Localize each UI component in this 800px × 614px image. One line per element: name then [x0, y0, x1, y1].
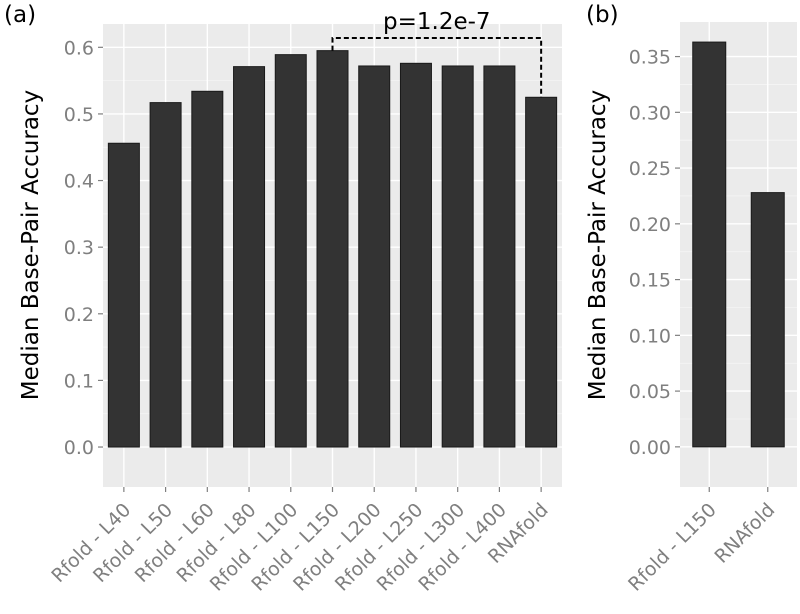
y-tick-label: 0.4	[64, 171, 94, 193]
y-tick-label: 0.5	[64, 104, 94, 126]
bar	[692, 41, 727, 448]
panel-a-label: (a)	[4, 2, 36, 28]
y-tick-label: 0.1	[64, 370, 94, 392]
bar	[233, 66, 266, 448]
y-tick-label: 0.10	[629, 325, 671, 347]
bar	[399, 62, 432, 448]
bar	[149, 102, 182, 448]
x-tick-label: Rfold - L150	[624, 499, 721, 596]
y-tick-label: 0.25	[629, 158, 671, 180]
panel-b-y-axis-title: Median Base-Pair Accuracy	[585, 90, 611, 400]
significance-bracket	[331, 36, 543, 98]
x-tick-label: RNAfold	[710, 499, 779, 568]
bar	[274, 54, 307, 448]
bar	[750, 192, 785, 448]
panel-a-y-axis-title: Median Base-Pair Accuracy	[18, 90, 44, 400]
panel-a-annotation: p=1.2e-7	[331, 9, 543, 98]
y-tick-label: 0.3	[64, 237, 94, 259]
p-value-label: p=1.2e-7	[383, 9, 491, 35]
y-tick-label: 0.15	[629, 270, 671, 292]
bar	[525, 96, 558, 448]
y-tick-label: 0.00	[629, 437, 671, 459]
bar	[483, 65, 516, 448]
panel-a-y-ticks: 0.0 0.1 0.2 0.3 0.4 0.5 0.6	[64, 37, 103, 459]
y-tick-label: 0.20	[629, 214, 671, 236]
panel-b: 0.00 0.05 0.10 0.15 0.20 0.25 0.30 0.35 Rfold -…	[585, 2, 797, 596]
panel-b-bars	[692, 41, 785, 448]
y-tick-label: 0.0	[64, 437, 94, 459]
bar	[441, 65, 474, 448]
bar	[191, 90, 224, 448]
bar	[316, 50, 349, 448]
panel-b-y-ticks: 0.00 0.05 0.10 0.15 0.20 0.25 0.30 0.35	[629, 47, 680, 459]
bar	[358, 65, 391, 448]
y-tick-label: 0.6	[64, 37, 94, 59]
panel-b-label: (b)	[586, 2, 619, 28]
y-tick-label: 0.05	[629, 381, 671, 403]
bar	[107, 142, 140, 448]
y-tick-label: 0.2	[64, 304, 94, 326]
y-tick-label: 0.35	[629, 47, 671, 69]
y-tick-label: 0.30	[629, 102, 671, 124]
panel-a-bars	[107, 50, 558, 448]
